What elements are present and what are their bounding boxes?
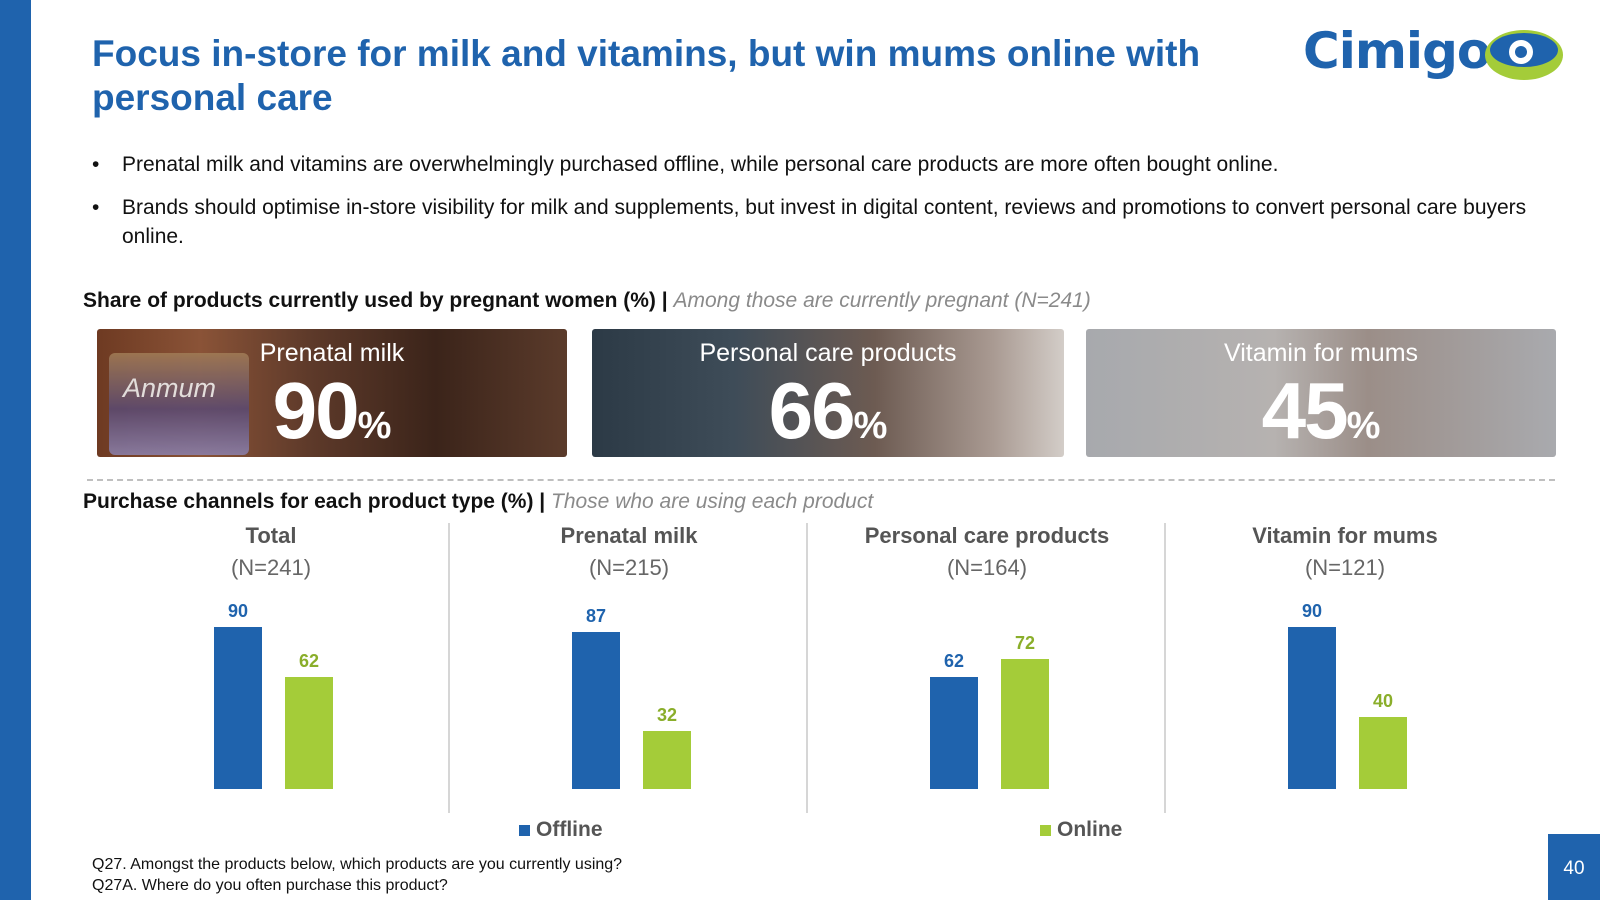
card-number: 66 (768, 366, 856, 455)
panel-title: Vitamin for mums (1252, 523, 1438, 548)
bullet-text: Brands should optimise in-store visibili… (122, 196, 1527, 248)
bar-value-label: 32 (656, 705, 678, 726)
share-section-heading: Share of products currently used by preg… (83, 288, 1091, 314)
bar-value-label: 90 (227, 601, 249, 621)
page-number: 40 (1548, 834, 1600, 900)
milk-tin-image: Anmum (109, 353, 249, 455)
bar-online (1001, 659, 1049, 789)
footnote: Q27. Amongst the products below, which p… (92, 854, 622, 896)
share-heading-bold: Share of products currently used by preg… (83, 289, 668, 312)
card-label: Personal care products (699, 339, 957, 367)
panel-sample-size: (N=121) (1304, 555, 1386, 580)
card-value: 66% (592, 371, 1064, 457)
panel-sample-size: (N=164) (946, 555, 1028, 580)
card-unit: % (357, 405, 392, 447)
logo-eye-icon (1485, 30, 1563, 80)
bar-value-label: 62 (943, 651, 965, 672)
card-vitamin: Vitamin for mums 45% (1086, 329, 1556, 457)
bar-value-label: 40 (1372, 691, 1394, 711)
bar-offline (572, 632, 620, 789)
panel-sample-size: (N=241) (230, 555, 312, 580)
legend-label: Offline (536, 818, 603, 841)
bar-online (285, 677, 333, 789)
card-unit: % (1346, 405, 1381, 447)
bullet-text: Prenatal milk and vitamins are overwhelm… (122, 153, 1279, 176)
legend-swatch (519, 824, 530, 836)
bar-offline (1288, 627, 1336, 789)
panel-separator (448, 523, 450, 813)
panel-title: Total (245, 523, 297, 548)
bar-value-label: 87 (585, 606, 607, 627)
footnote-line: Q27A. Where do you often purchase this p… (92, 877, 448, 894)
bullet-list: • Prenatal milk and vitamins are overwhe… (88, 150, 1568, 265)
card-label: Vitamin for mums (1223, 339, 1419, 367)
legend-label: Online (1057, 818, 1123, 841)
card-personal-care: Personal care products 66% (592, 329, 1064, 457)
legend-offline: Offline (519, 818, 603, 842)
card-value: 45% (1086, 371, 1556, 457)
card-number: 45 (1261, 366, 1349, 455)
share-heading-italic: Among those are currently pregnant (N=24… (673, 289, 1091, 312)
legend-online: Online (1040, 818, 1122, 842)
card-prenatal-milk: Anmum Prenatal milk 90% (97, 329, 567, 457)
footnote-line: Q27. Amongst the products below, which p… (92, 856, 623, 873)
cimigo-logo: Cimigo (1303, 22, 1565, 86)
card-unit: % (853, 405, 888, 447)
bullet-item: • Prenatal milk and vitamins are overwhe… (88, 150, 1568, 179)
channel-heading-bold: Purchase channels for each product type … (83, 490, 546, 513)
card-label: Prenatal milk (259, 339, 405, 367)
section-divider (87, 479, 1555, 481)
bullet-marker: • (92, 196, 100, 219)
card-number: 90 (272, 366, 360, 455)
logo-text: Cimigo (1303, 22, 1491, 80)
bullet-item: • Brands should optimise in-store visibi… (88, 193, 1568, 251)
milk-tin-brand: Anmum (123, 373, 217, 403)
bar-online (1359, 717, 1407, 789)
bar-online (643, 731, 691, 789)
bullet-marker: • (92, 153, 100, 176)
panel-sample-size: (N=215) (588, 555, 670, 580)
bar-value-label: 62 (298, 651, 320, 672)
legend-swatch (1040, 824, 1051, 836)
bar-offline (930, 677, 978, 789)
bar-value-label: 90 (1301, 601, 1323, 621)
bar-value-label: 72 (1014, 633, 1036, 654)
slide-title: Focus in-store for milk and vitamins, bu… (92, 33, 1201, 118)
left-accent-bar (0, 0, 31, 900)
channel-heading-italic: Those who are using each product (551, 490, 874, 513)
purchase-channel-chart: Total (N=241) 90 62 Prenatal milk (N=215) 87 32… (91, 523, 1555, 825)
panel-title: Prenatal milk (560, 523, 698, 548)
channel-section-heading: Purchase channels for each product type … (83, 489, 873, 515)
panel-title: Personal care products (864, 523, 1110, 548)
panel-separator (1164, 523, 1166, 813)
bar-offline (214, 627, 262, 789)
card-value: 90% (97, 371, 567, 457)
panel-separator (806, 523, 808, 813)
